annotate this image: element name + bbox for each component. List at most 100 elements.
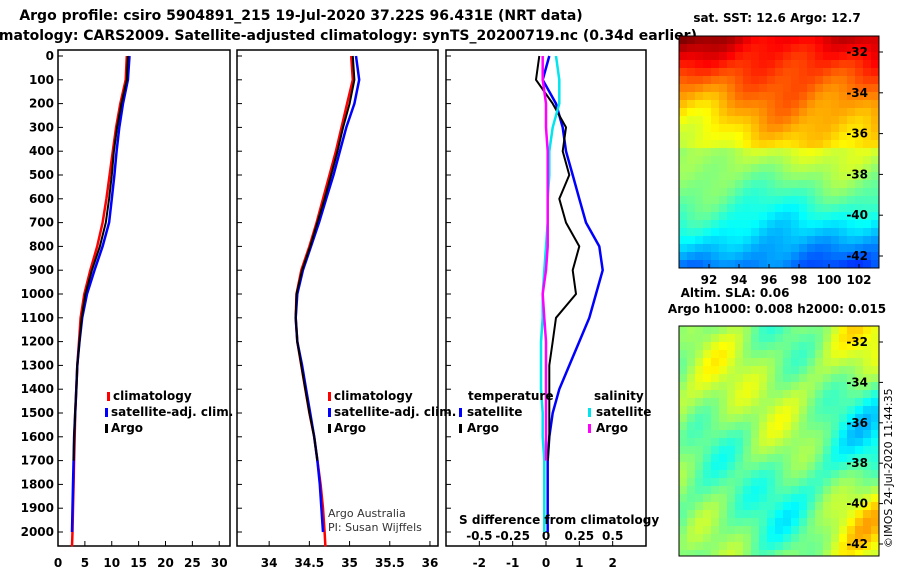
sst-cell	[847, 244, 855, 252]
sst-cell	[871, 132, 879, 140]
sst-cell	[679, 76, 687, 84]
sst-cell	[719, 140, 727, 148]
sla-cell	[839, 366, 847, 374]
sla-cell	[719, 390, 727, 398]
sst-cell	[807, 60, 815, 68]
s-difference-label: S difference from climatology	[459, 513, 659, 527]
sst-cell	[759, 68, 767, 76]
sst-cell	[759, 196, 767, 204]
sst-cell	[855, 84, 863, 92]
sst-cell	[687, 84, 695, 92]
sst-cell	[855, 92, 863, 100]
sst-cell	[759, 52, 767, 60]
sst-cell	[775, 236, 783, 244]
sst-cell	[847, 60, 855, 68]
sst-cell	[799, 92, 807, 100]
sla-cell	[767, 390, 775, 398]
sst-cell	[719, 132, 727, 140]
sla-cell	[711, 390, 719, 398]
sla-cell	[759, 374, 767, 382]
sst-cell	[823, 164, 831, 172]
sla-cell	[711, 534, 719, 542]
y-tick-label: 300	[29, 120, 54, 134]
sla-cell	[767, 462, 775, 470]
legend-label-satellite: satellite-adj. clim.	[111, 405, 233, 419]
sla-cell	[855, 430, 863, 438]
sst-cell	[735, 180, 743, 188]
sst-cell	[815, 132, 823, 140]
sst-cell	[807, 156, 815, 164]
sst-cell	[775, 228, 783, 236]
sla-cell	[783, 430, 791, 438]
sst-cell	[687, 68, 695, 76]
sla-cell	[855, 446, 863, 454]
sla-cell	[687, 366, 695, 374]
sst-cell	[711, 196, 719, 204]
sst-cell	[687, 60, 695, 68]
sst-cell	[823, 84, 831, 92]
sst-cell	[679, 228, 687, 236]
sst-cell	[727, 212, 735, 220]
sla-cell	[807, 382, 815, 390]
sst-cell	[847, 212, 855, 220]
sst-cell	[695, 60, 703, 68]
sla-cell	[743, 462, 751, 470]
sst-cell	[783, 228, 791, 236]
map-y-tick-label: -38	[846, 167, 868, 181]
sla-cell	[751, 478, 759, 486]
sst-cell	[831, 148, 839, 156]
sst-cell	[719, 236, 727, 244]
sst-cell	[759, 116, 767, 124]
series-line-salinity-argo	[541, 56, 549, 461]
sla-cell	[751, 470, 759, 478]
sla-cell	[759, 446, 767, 454]
sla-cell	[767, 422, 775, 430]
sla-cell	[823, 342, 831, 350]
sst-cell	[751, 132, 759, 140]
sst-cell	[839, 156, 847, 164]
sst-cell	[823, 76, 831, 84]
sst-cell	[727, 92, 735, 100]
sla-cell	[727, 398, 735, 406]
sst-cell	[735, 244, 743, 252]
sst-cell	[791, 36, 799, 44]
sla-cell	[719, 326, 727, 334]
sst-cell	[695, 52, 703, 60]
sla-cell	[735, 438, 743, 446]
sst-cell	[759, 60, 767, 68]
sla-cell	[751, 462, 759, 470]
sst-cell	[679, 68, 687, 76]
sla-cell	[807, 438, 815, 446]
sla-cell	[783, 478, 791, 486]
sst-cell	[831, 124, 839, 132]
sla-cell	[711, 462, 719, 470]
sla-cell	[831, 414, 839, 422]
sst-cell	[847, 92, 855, 100]
sla-cell	[823, 462, 831, 470]
sla-cell	[823, 526, 831, 534]
sst-cell	[703, 180, 711, 188]
sst-cell	[815, 76, 823, 84]
legend-label-sal-argo: Argo	[596, 421, 628, 435]
sst-cell	[711, 188, 719, 196]
sla-cell	[783, 342, 791, 350]
sla-cell	[823, 414, 831, 422]
sla-cell	[759, 510, 767, 518]
legend-label-temp-argo: Argo	[467, 421, 499, 435]
sst-cell	[719, 52, 727, 60]
sst-cell	[783, 68, 791, 76]
sla-cell	[807, 454, 815, 462]
sla-cell	[823, 430, 831, 438]
sst-cell	[735, 108, 743, 116]
sla-cell	[791, 526, 799, 534]
sst-cell	[743, 164, 751, 172]
sst-cell	[823, 260, 831, 268]
sst-cell	[759, 124, 767, 132]
sla-cell	[855, 542, 863, 550]
sla-cell	[679, 374, 687, 382]
sla-cell	[839, 430, 847, 438]
sla-cell	[799, 446, 807, 454]
sst-cell	[743, 44, 751, 52]
sst-cell	[727, 84, 735, 92]
sla-cell	[823, 374, 831, 382]
